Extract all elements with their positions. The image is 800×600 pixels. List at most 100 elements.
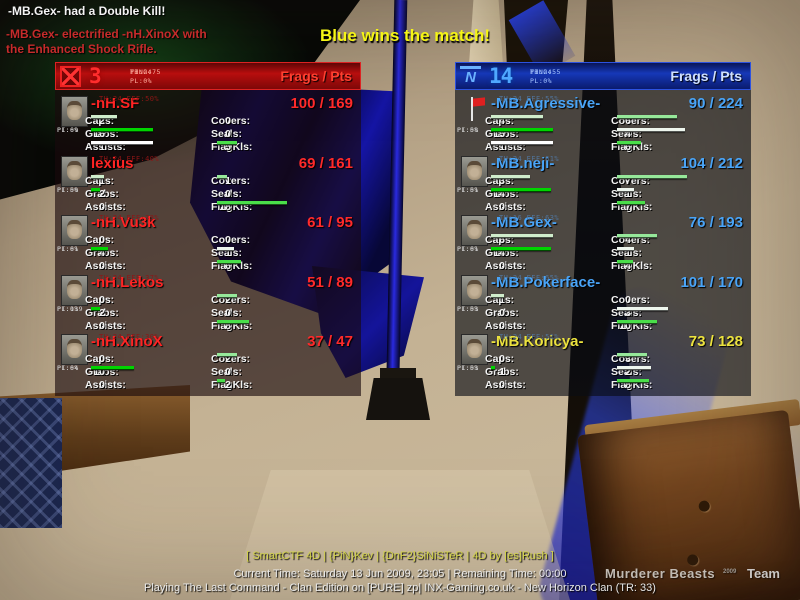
stat-bar <box>491 293 504 298</box>
frags-pts-column-label: Frags / Pts <box>670 68 742 84</box>
avatar-face <box>467 160 482 180</box>
stat-value: 4 <box>499 115 505 127</box>
stat-label: Assists: <box>85 260 126 272</box>
stat-value: 2 <box>99 306 105 319</box>
stat-value: 2 <box>99 187 105 200</box>
player-row: PI:64 PL:0% -nH.XinoX TH:24 EFF:30% 37 /… <box>55 333 361 391</box>
player-row: PI:51 PL:0% -MB.neji- TH:24 EFF:61% 104 … <box>455 155 751 213</box>
stat-value: 8 <box>625 379 631 391</box>
stat-bar <box>491 141 553 145</box>
player-ping: PI:69 <box>57 126 79 134</box>
flag-pedestal <box>366 378 430 420</box>
stat-value: 0 <box>99 319 105 332</box>
player-ping: PI:61 <box>457 245 479 253</box>
player-frags-pts: 104 / 212 <box>680 154 743 172</box>
stat-value: 7 <box>625 200 631 213</box>
stat-bar <box>617 353 647 357</box>
stat-bar <box>491 234 553 238</box>
stat-bar <box>217 379 225 383</box>
stat-bar <box>91 141 153 145</box>
red-team-header: 3 PING:75 PL:0% TH:24 Frags / Pts <box>55 62 361 90</box>
blue-team-timehere: TH:24 <box>530 68 553 76</box>
stat-value: 16 <box>93 128 105 140</box>
stat-bar <box>617 319 657 324</box>
player-name: -MB.Pokerface- <box>491 273 601 291</box>
watermark-year: 2009 <box>723 569 737 575</box>
player-name: -nH.XinoX <box>91 333 163 350</box>
stat-value: 6 <box>499 234 505 246</box>
player-packetloss: PL:0% <box>457 364 479 372</box>
player-row: PI:61 PL:0% -MB.Gex- TH:16 EFF:63% 76 / … <box>455 214 751 272</box>
stat-bar <box>217 260 241 264</box>
match-result-announcement: Blue wins the match! <box>319 26 491 45</box>
player-frags-pts: 90 / 224 <box>688 95 743 112</box>
player-avatar <box>61 96 88 127</box>
stat-value: 6 <box>625 141 631 153</box>
stat-value: 10 <box>619 319 631 332</box>
player-frags-pts: 101 / 170 <box>680 273 743 291</box>
player-frags-pts: 61 / 95 <box>307 214 353 231</box>
mod-credits: [ SmartCTF 4D | {PiN}Kev | {DnF2}SiNiSTe… <box>246 550 554 562</box>
stat-bar <box>617 366 651 370</box>
stat-label: Caps: <box>85 293 115 306</box>
stat-bar <box>617 141 641 145</box>
stat-value: 0 <box>99 200 105 213</box>
player-packetloss: PL:0% <box>57 245 79 253</box>
player-name: -nH.Vu3k <box>91 214 156 231</box>
player-meta: TH:24 EFF:55% <box>499 95 559 103</box>
stat-value: 0 <box>99 293 105 306</box>
stat-value: 1 <box>625 247 631 259</box>
stat-value: 2 <box>99 115 105 127</box>
stat-value: 0 <box>99 353 105 365</box>
blue-team-player-list: PI:58 PL:0% -MB.Agressive- TH:24 EFF:55%… <box>455 62 751 396</box>
kill-feed-line: -MB.Gex- had a Double Kill! <box>8 4 166 18</box>
red-team-ping: PING:75 PL:0% <box>130 68 161 85</box>
red-team-logo-icon <box>60 66 81 87</box>
stat-bar <box>91 366 134 370</box>
player-name: -MB.Koricya- <box>491 333 584 350</box>
stat-value: 0 <box>625 293 631 306</box>
stat-value: 14 <box>493 187 505 200</box>
player-frags-pts: 51 / 89 <box>307 273 353 291</box>
red-team-player-list: PI:69 PL:0% -nH.SF TH:24 EFF:50% 100 / 1… <box>55 62 361 396</box>
stat-value: 0 <box>499 306 505 319</box>
stat-bar <box>491 128 553 132</box>
avatar-face <box>67 279 82 299</box>
stat-bar <box>91 115 117 119</box>
stat-value: 1 <box>625 187 631 200</box>
stat-value: 0 <box>225 115 231 127</box>
stat-label: Covers: <box>611 293 651 306</box>
stat-value: 0 <box>499 379 505 391</box>
player-name: -nH.SF <box>91 95 140 112</box>
stat-bar <box>91 128 153 132</box>
player-row: PI:139 PL:0% -nH.Lekos TH:24 EFF:37% 51 … <box>55 274 361 332</box>
stat-value: 4 <box>625 260 631 272</box>
stat-value: 0 <box>499 319 505 332</box>
stat-value: 7 <box>625 174 631 187</box>
avatar-face <box>67 160 82 180</box>
player-avatar <box>61 155 88 187</box>
player-row: PI:69 PL:0% -nH.SF TH:24 EFF:50% 100 / 1… <box>55 95 361 153</box>
player-meta: TH:16 EFF:63% <box>499 214 559 222</box>
player-name: -MB.neji- <box>491 154 555 172</box>
player-frags-pts: 37 / 47 <box>307 333 353 350</box>
stat-value: 2 <box>225 353 231 365</box>
stat-bar <box>617 247 634 251</box>
frags-pts-column-label: Frags / Pts <box>280 68 352 84</box>
stat-label: Seals: <box>211 366 242 378</box>
player-frags-pts: 76 / 193 <box>688 214 743 231</box>
stat-value: 15 <box>493 128 505 140</box>
player-name: -MB.Agressive- <box>491 95 601 112</box>
watermark-team: Team <box>747 566 780 581</box>
blue-team-ping: PING:55 PL:0% <box>530 68 561 85</box>
stat-value: 1 <box>499 141 505 153</box>
player-frags-pts: 100 / 169 <box>290 95 353 112</box>
player-packetloss: PL:0% <box>457 185 479 194</box>
stat-label: Caps: <box>85 353 115 365</box>
stat-value: 8 <box>225 319 231 332</box>
player-avatar <box>461 274 488 306</box>
stat-label: Assists: <box>85 319 126 332</box>
player-meta: TH:24 EFF:61% <box>499 154 559 163</box>
player-meta: TH:24 EFF:65% <box>499 273 559 282</box>
player-ping: PI:53 <box>457 304 479 313</box>
